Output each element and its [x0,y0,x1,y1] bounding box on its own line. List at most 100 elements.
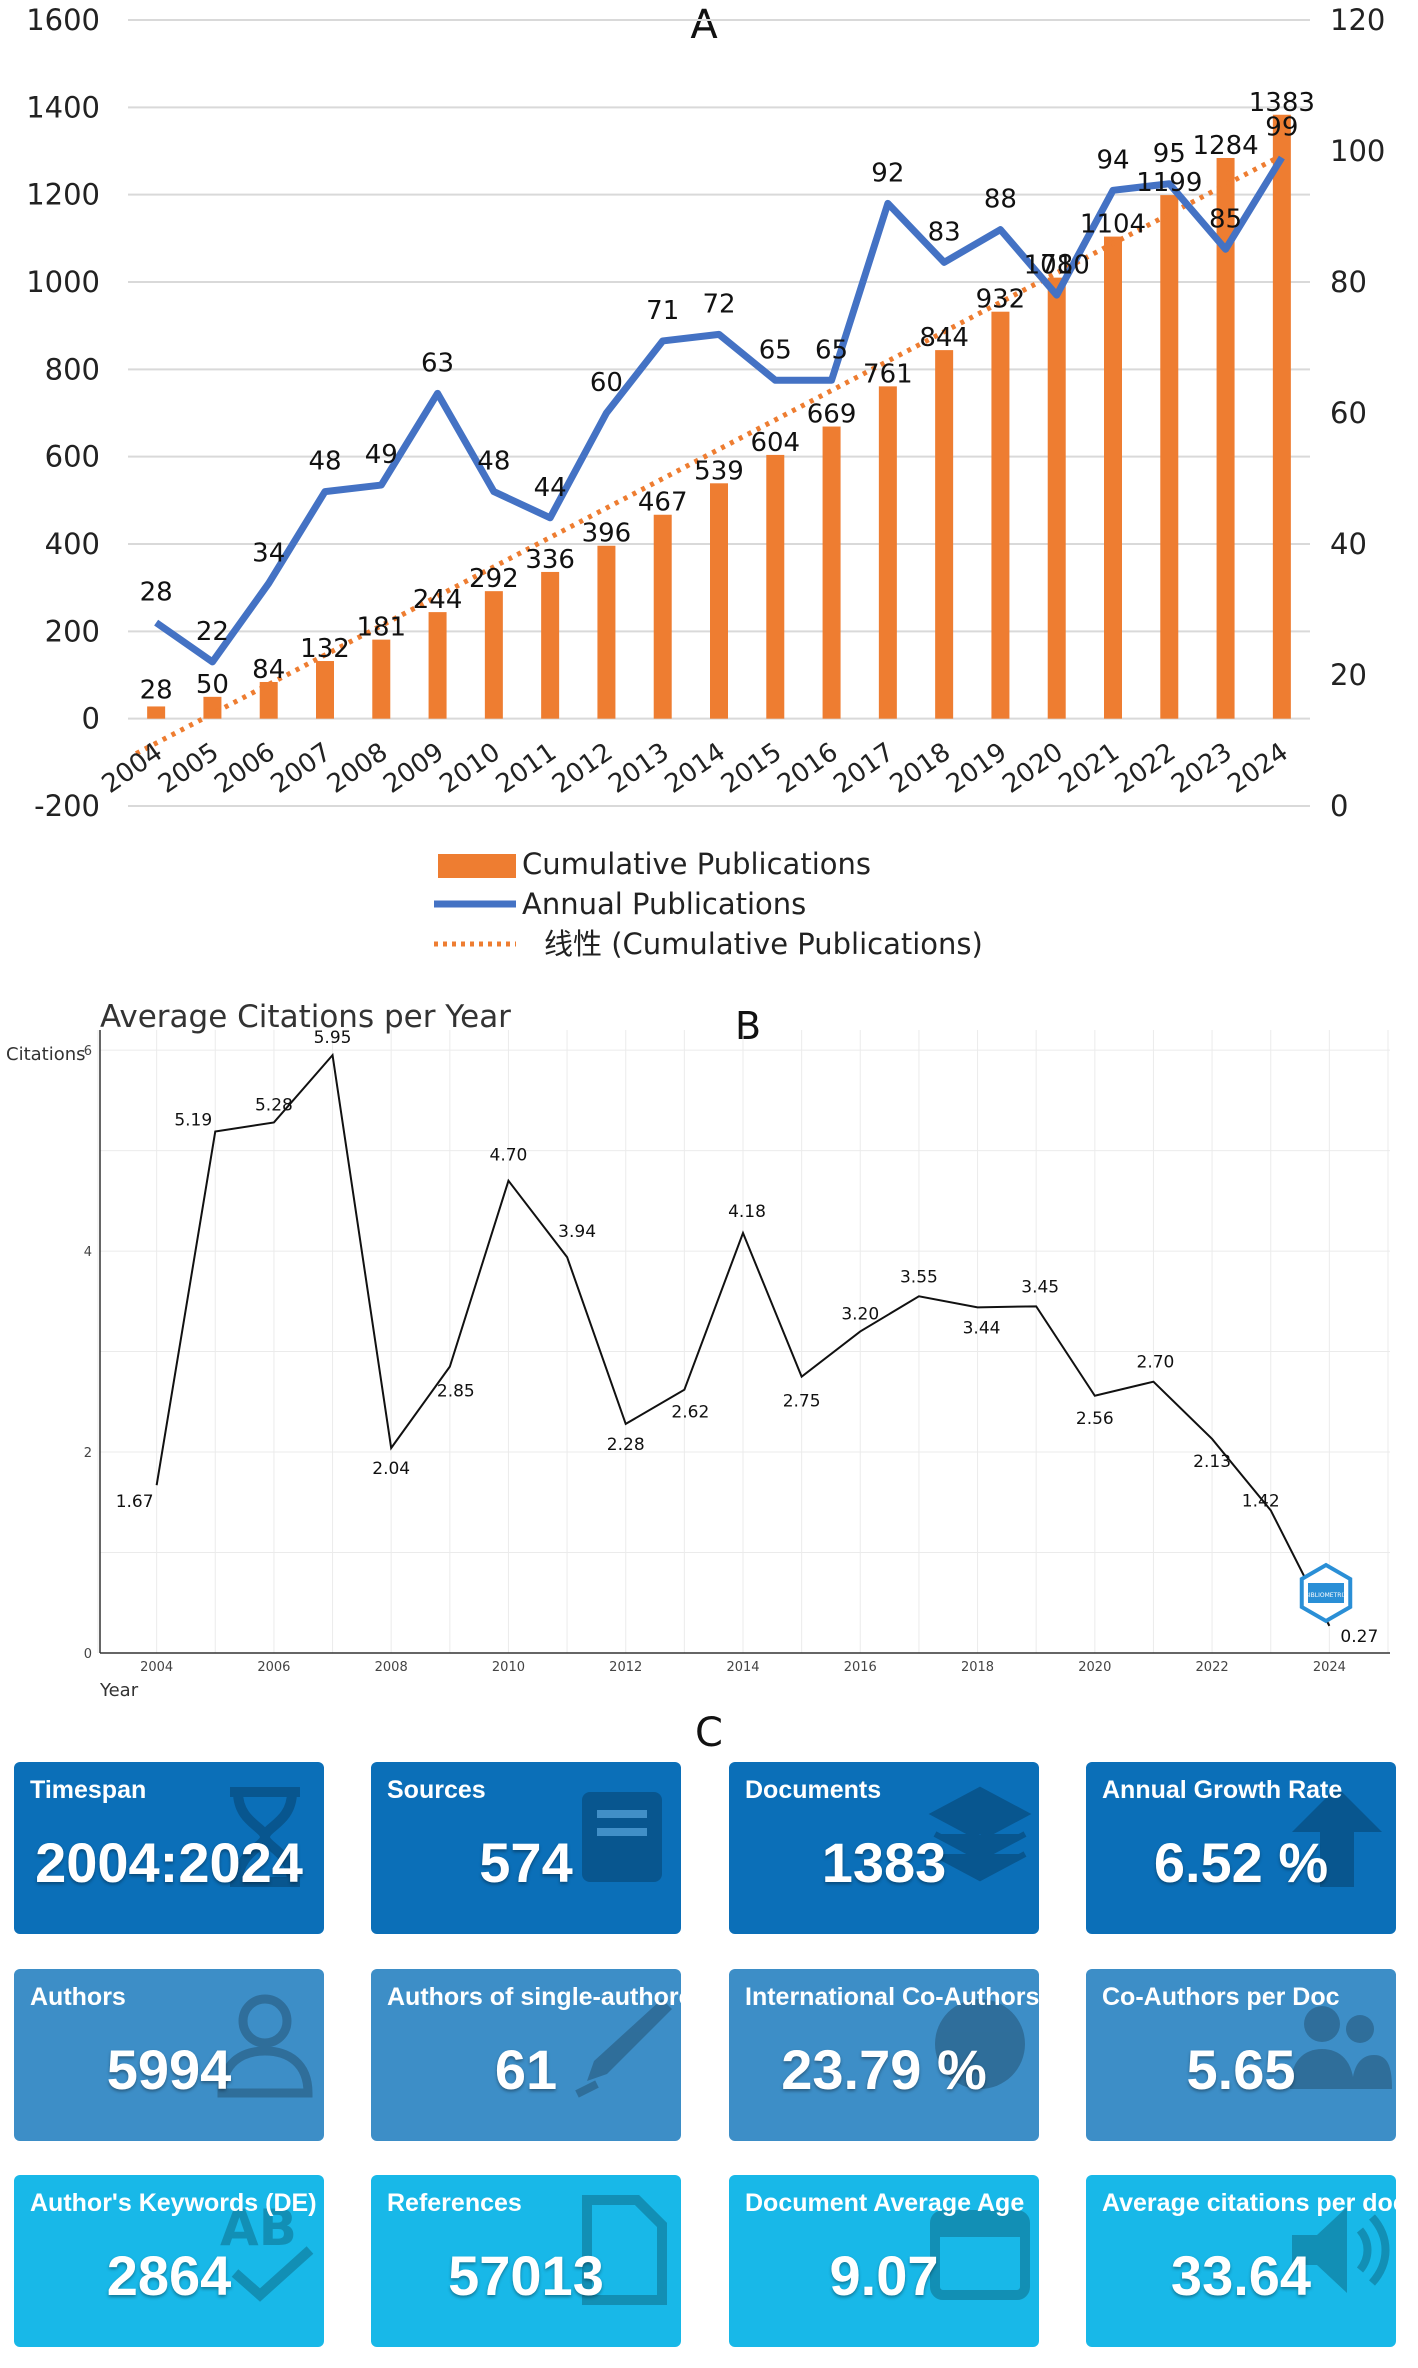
y-left-tick-800: 800 [45,352,100,386]
data-labels: 28 50 841321812442923363964675396046697618… [140,88,1315,706]
book-icon [567,1782,677,1892]
stat-card-title: Sources [387,1776,486,1804]
point-label-2011: 3.94 [558,1222,596,1242]
stat-card-value: 57013 [448,2244,604,2307]
bar-label-2007: 132 [300,634,350,664]
point-label-2021: 2.70 [1137,1353,1175,1373]
y-right-tick-20: 20 [1330,658,1367,692]
y-right-tick-80: 80 [1330,265,1367,299]
users-icon [1282,1989,1392,2099]
y-right-tick-100: 100 [1330,134,1385,168]
line-label-2022: 95 [1153,139,1186,169]
y-right-tick-120: 120 [1330,3,1385,37]
bar-label-2005: 50 [196,670,229,700]
bar-2007 [316,661,334,719]
line-label-2007: 48 [308,447,341,477]
bar-label-2017: 761 [863,359,913,389]
x-tick-2009: 2009 [378,737,449,800]
point-label-2013: 2.62 [671,1403,709,1423]
x-tick-2007: 2007 [266,737,337,800]
line-label-2023: 85 [1209,204,1242,234]
y-left-tick-200: 200 [45,614,100,648]
grid-lines [97,1030,1390,1654]
bar-label-2019: 932 [976,285,1026,315]
stat-card: Timespan 2004:2024 [14,1762,324,1934]
x-tick-2010: 2010 [492,1660,525,1675]
stat-card-title: Authors of single-authored docs [387,1983,681,2011]
x-tick-2014: 2014 [660,737,731,800]
point-label-2022: 2.13 [1193,1452,1231,1472]
bibliometrix-logo: BIBLIOMETRIX [1299,1562,1353,1624]
x-tick-2008: 2008 [375,1660,408,1675]
chart-title: Average Citations per Year [100,999,511,1035]
point-label-2005: 5.19 [174,1110,212,1130]
globe-icon [925,1989,1035,2099]
point-label-2018: 3.44 [963,1318,1001,1338]
bar-label-2021: 1104 [1080,210,1146,240]
x-tick-2021: 2021 [1054,737,1125,800]
line-label-2011: 44 [534,473,567,503]
point-label-2015: 2.75 [783,1392,821,1412]
y-right-tick-0: 0 [1330,789,1348,823]
point-label-2014: 4.18 [728,1202,766,1222]
stat-card: Authors of single-authored docs 61 [371,1969,681,2141]
stat-card-value: 61 [494,2038,558,2101]
line-label-2020: 78 [1040,250,1073,280]
publications-chart-svg: A -200 0 200 400 600 800 1000 1200 1400 1600 0 20 40… [26,2,1385,961]
stat-card-value: 33.64 [1170,2244,1312,2307]
stat-card: International Co-Authorship 23.79 % [729,1969,1039,2141]
bar-2022 [1160,195,1179,719]
legend-swatch-bar [438,854,516,878]
bar-label-2014: 539 [694,456,744,486]
bar-2019 [991,311,1010,719]
layers-icon [925,1782,1035,1892]
y-left-tick-400: 400 [45,527,100,561]
stat-card: Co-Authors per Doc 5.65 [1086,1969,1396,2141]
bar-2017 [878,386,897,719]
bar-2021 [1104,236,1122,719]
bar-label-2004: 28 [140,676,173,706]
line-label-2017: 92 [871,158,904,188]
svg-text:AB: AB [220,2199,297,2257]
x-tick-2015: 2015 [716,737,787,800]
legend: Cumulative Publications Annual Publicati… [434,847,983,961]
line-label-2008: 49 [365,440,398,470]
y-tick-0: 0 [84,1647,92,1662]
x-tick-2022: 2022 [1110,737,1181,800]
volume-icon [1282,2195,1392,2305]
point-label-2016: 3.20 [841,1304,879,1324]
stat-card-value: 574 [479,1831,573,1894]
x-tick-2012: 2012 [609,1660,642,1675]
point-label-2024: 0.27 [1340,1627,1378,1647]
point-label-2009: 2.85 [437,1382,475,1402]
citations-chart-svg: Average Citations per Year B Citations Y… [6,999,1390,1701]
x-tick-2004: 2004 [97,737,168,800]
bar-label-2015: 604 [750,428,800,458]
bar-label-2011: 336 [525,545,575,575]
stat-card: References 57013 [371,2175,681,2347]
y-axis-label: Citations [6,1044,86,1065]
stat-card-title: References [387,2189,522,2217]
line-label-2015: 65 [759,335,792,365]
legend-label-trend: 线性 (Cumulative Publications) [544,927,983,961]
x-tick-2005: 2005 [153,737,224,800]
x-tick-2004: 2004 [140,1660,173,1675]
stat-card-title: Average citations per doc [1102,2189,1396,2217]
x-tick-2023: 2023 [1166,737,1237,800]
point-label-2017: 3.55 [900,1267,938,1287]
x-tick-2011: 2011 [491,737,562,800]
point-label-2023: 1.42 [1242,1491,1280,1511]
point-label-2010: 4.70 [490,1146,528,1166]
line-label-2018: 83 [928,217,961,247]
y-left-tick--200: -200 [34,789,100,823]
bar-label-2018: 844 [919,323,969,353]
line-label-2005: 22 [196,617,229,647]
bar-2005 [203,696,222,719]
x-tick-2024: 2024 [1313,1660,1346,1675]
axes: 0 2 4 6 2004 2006 2008 2010 2012 2014 2016 2018 2020… [84,1030,1390,1675]
x-axis-label: Year [99,1680,139,1701]
x-tick-2020: 2020 [997,737,1068,800]
line-label-2016: 65 [815,335,848,365]
stat-card-title: Document Average Age [745,2189,1025,2217]
spellcheck-icon: AB [210,2195,320,2305]
